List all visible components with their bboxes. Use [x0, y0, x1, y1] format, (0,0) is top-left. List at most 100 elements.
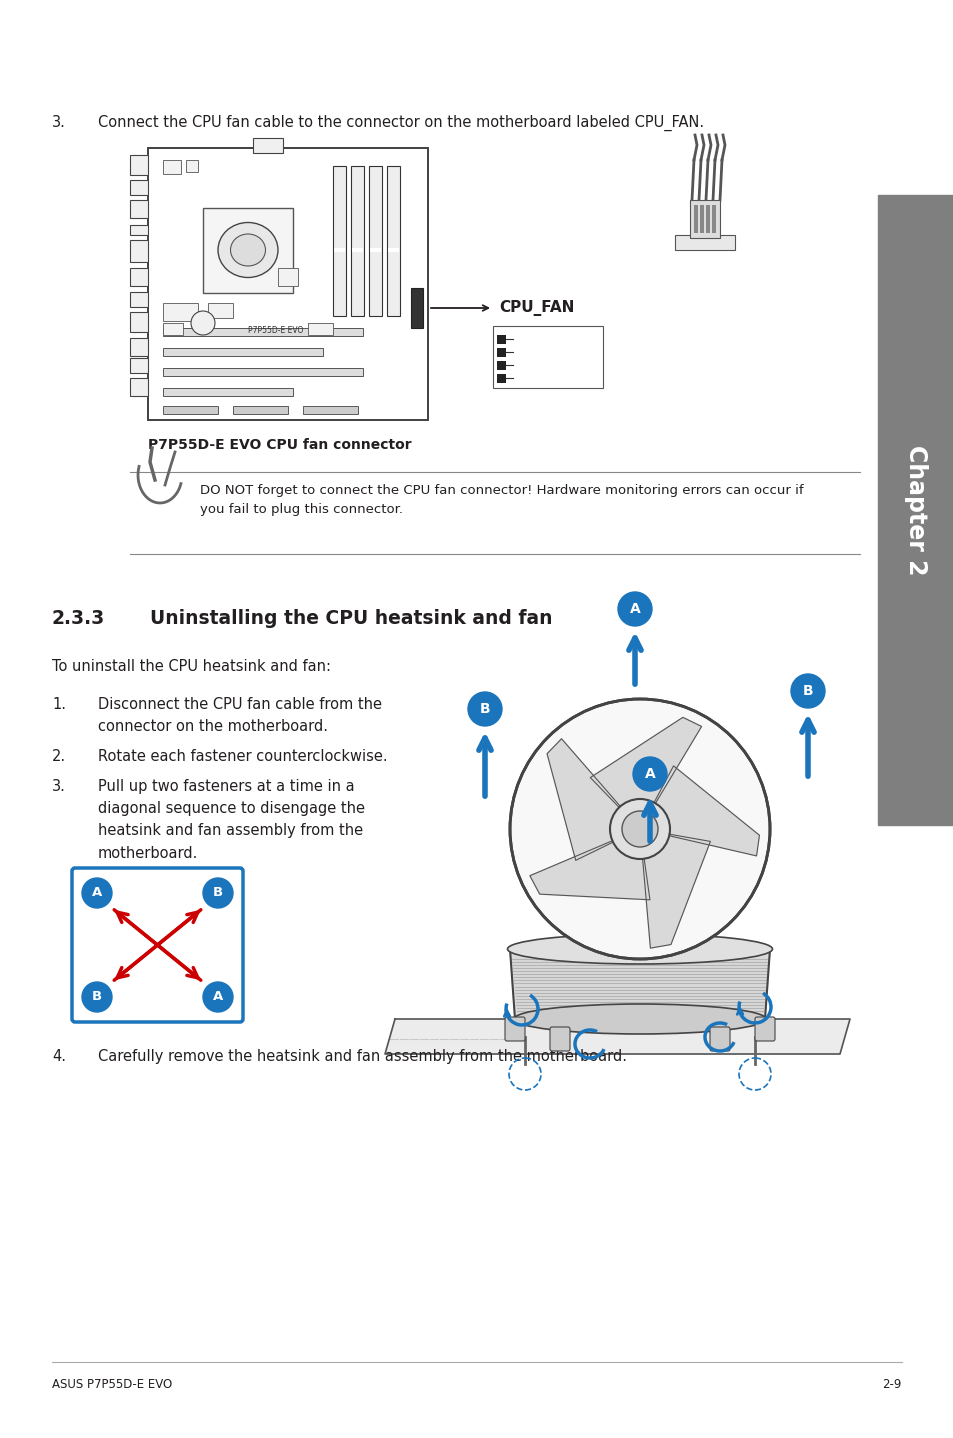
Text: B: B — [801, 684, 813, 697]
Bar — [130, 224, 148, 234]
Bar — [689, 200, 720, 239]
Text: Carefully remove the heatsink and fan assembly from the motherboard.: Carefully remove the heatsink and fan as… — [98, 1048, 626, 1064]
Text: 4.: 4. — [52, 1048, 66, 1064]
Text: ASUS P7P55D-E EVO: ASUS P7P55D-E EVO — [52, 1379, 172, 1392]
Text: DO NOT forget to connect the CPU fan connector! Hardware monitoring errors can o: DO NOT forget to connect the CPU fan con… — [200, 485, 802, 516]
Text: Rotate each fastener counterclockwise.: Rotate each fastener counterclockwise. — [98, 749, 387, 764]
Circle shape — [618, 592, 651, 626]
Text: CPU_FAN: CPU_FAN — [498, 301, 574, 316]
Text: A: A — [644, 766, 655, 781]
Bar — [130, 378, 148, 395]
Text: Uninstalling the CPU heatsink and fan: Uninstalling the CPU heatsink and fan — [150, 610, 552, 628]
Bar — [333, 165, 346, 316]
Text: To uninstall the CPU heatsink and fan:: To uninstall the CPU heatsink and fan: — [52, 659, 331, 674]
Bar — [186, 160, 198, 173]
Bar — [163, 324, 183, 335]
Ellipse shape — [507, 935, 772, 963]
Text: Pull up two fasteners at a time in a
diagonal sequence to disengage the
heatsink: Pull up two fasteners at a time in a dia… — [98, 779, 365, 860]
Bar — [308, 324, 333, 335]
Circle shape — [203, 879, 233, 907]
Bar — [411, 288, 422, 328]
Text: 2.3.3: 2.3.3 — [52, 610, 105, 628]
Text: P7P55D-E EVO CPU fan connector: P7P55D-E EVO CPU fan connector — [148, 439, 411, 452]
Text: B: B — [479, 702, 490, 716]
Text: Connect the CPU fan cable to the connector on the motherboard labeled CPU_FAN.: Connect the CPU fan cable to the connect… — [98, 115, 703, 131]
Text: 3.: 3. — [52, 115, 66, 129]
Circle shape — [633, 756, 666, 791]
Text: B: B — [213, 886, 223, 900]
Bar — [130, 267, 148, 286]
Bar — [693, 206, 698, 233]
Bar — [497, 348, 505, 357]
Bar — [208, 303, 233, 318]
Polygon shape — [641, 833, 710, 948]
FancyBboxPatch shape — [71, 869, 243, 1022]
Bar — [497, 335, 505, 344]
Bar — [493, 326, 602, 388]
Polygon shape — [510, 949, 769, 1020]
Bar — [163, 368, 363, 375]
Bar — [705, 206, 709, 233]
Bar — [163, 406, 218, 414]
Text: CPU FAN PWR: CPU FAN PWR — [515, 347, 581, 357]
Circle shape — [82, 982, 112, 1012]
Bar — [163, 328, 363, 336]
Bar — [130, 240, 148, 262]
Circle shape — [510, 699, 769, 959]
Ellipse shape — [218, 223, 277, 278]
Bar — [130, 200, 148, 219]
Circle shape — [203, 982, 233, 1012]
Bar — [370, 247, 380, 252]
Bar — [388, 247, 398, 252]
Bar — [130, 292, 148, 306]
Text: 1.: 1. — [52, 697, 66, 712]
Bar — [130, 180, 148, 196]
Circle shape — [790, 674, 824, 707]
Text: GND: GND — [515, 334, 537, 344]
Text: 2.: 2. — [52, 749, 66, 764]
Bar — [233, 406, 288, 414]
Bar — [130, 358, 148, 372]
Bar — [351, 165, 364, 316]
Text: Chapter 2: Chapter 2 — [903, 444, 927, 575]
Bar — [130, 155, 148, 175]
Bar — [497, 374, 505, 383]
Text: Disconnect the CPU fan cable from the
connector on the motherboard.: Disconnect the CPU fan cable from the co… — [98, 697, 381, 735]
Circle shape — [468, 692, 501, 726]
Circle shape — [191, 311, 214, 335]
Text: A: A — [213, 991, 223, 1004]
Bar — [700, 206, 703, 233]
Bar — [711, 206, 716, 233]
Bar — [163, 303, 198, 321]
Circle shape — [82, 879, 112, 907]
Text: 3.: 3. — [52, 779, 66, 794]
Bar — [163, 388, 293, 395]
Text: CPU FAN PWM: CPU FAN PWM — [515, 372, 583, 383]
Bar — [497, 361, 505, 370]
Ellipse shape — [231, 234, 265, 266]
Bar — [334, 247, 345, 252]
Bar — [203, 209, 293, 293]
Bar — [163, 160, 181, 174]
Circle shape — [621, 811, 658, 847]
Text: A: A — [91, 886, 102, 900]
Text: A: A — [629, 603, 639, 615]
Text: CPU FAN IN: CPU FAN IN — [515, 360, 570, 370]
Bar — [277, 267, 297, 286]
Bar — [130, 312, 148, 332]
Text: P7P55D-E EVO: P7P55D-E EVO — [248, 326, 303, 335]
Bar — [163, 348, 323, 357]
Polygon shape — [590, 718, 700, 812]
Bar — [148, 148, 428, 420]
Circle shape — [609, 800, 669, 858]
Bar — [253, 138, 283, 152]
Ellipse shape — [514, 1004, 765, 1034]
Bar — [675, 234, 734, 250]
Bar — [369, 165, 381, 316]
Text: 2-9: 2-9 — [882, 1379, 901, 1392]
Polygon shape — [529, 838, 649, 900]
Bar — [130, 338, 148, 357]
Polygon shape — [546, 739, 624, 860]
FancyBboxPatch shape — [709, 1027, 729, 1051]
FancyBboxPatch shape — [504, 1017, 524, 1041]
